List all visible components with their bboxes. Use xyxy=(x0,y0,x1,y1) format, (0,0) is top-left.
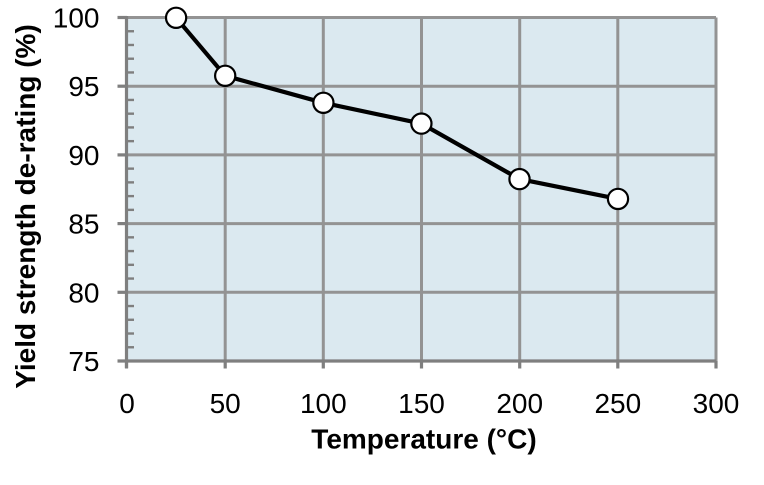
svg-text:95: 95 xyxy=(68,71,99,102)
svg-text:250: 250 xyxy=(594,388,641,419)
svg-text:200: 200 xyxy=(496,388,543,419)
svg-text:0: 0 xyxy=(119,388,135,419)
svg-text:85: 85 xyxy=(68,209,99,240)
svg-text:100: 100 xyxy=(53,3,100,34)
svg-text:80: 80 xyxy=(68,277,99,308)
svg-text:Temperature (°C): Temperature (°C) xyxy=(311,424,536,455)
svg-text:Yield strength de-rating (%): Yield strength de-rating (%) xyxy=(10,24,41,389)
svg-text:300: 300 xyxy=(693,388,740,419)
svg-text:100: 100 xyxy=(300,388,347,419)
svg-text:90: 90 xyxy=(68,140,99,171)
svg-text:150: 150 xyxy=(398,388,445,419)
svg-text:50: 50 xyxy=(210,388,241,419)
svg-text:75: 75 xyxy=(68,346,99,377)
